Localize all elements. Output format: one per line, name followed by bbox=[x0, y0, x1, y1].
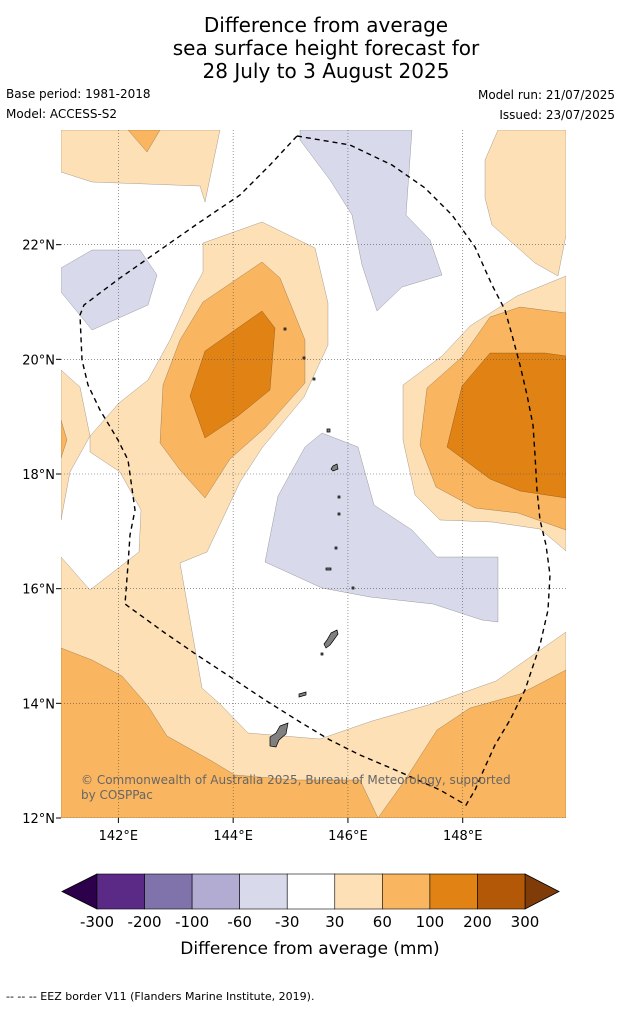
contour-30-60-west bbox=[61, 369, 91, 521]
island-small-7 bbox=[302, 356, 306, 360]
model-run: Model run: 21/07/2025 bbox=[477, 88, 615, 102]
contour-60-100-southeast bbox=[377, 669, 566, 818]
lat-tick-label: 20°N bbox=[22, 353, 55, 368]
contour-100-200-central bbox=[189, 310, 276, 439]
contour-60-100-southwest bbox=[61, 647, 379, 818]
contour-60-100-west-edge bbox=[61, 419, 68, 459]
title-line-2: sea surface height forecast for bbox=[172, 36, 480, 60]
colorbar-segment bbox=[239, 873, 288, 910]
axis-ticks: 142°E 144°E 146°E 148°E 12°N 14°N 16°N 18°N 20°N… bbox=[22, 239, 482, 844]
colorbar-tick-label: -300 bbox=[80, 913, 114, 931]
title-line-3: 28 July to 3 August 2025 bbox=[202, 59, 450, 83]
island-guam bbox=[269, 722, 289, 748]
lon-tick-label: 148°E bbox=[443, 829, 483, 844]
contour-neg30-60-northwest bbox=[61, 249, 158, 331]
island-small-9 bbox=[351, 586, 355, 590]
grid-lines bbox=[61, 130, 566, 818]
colorbar-tick-label: 60 bbox=[373, 913, 392, 931]
colorbar-segment bbox=[96, 873, 145, 910]
colorbar-tick-label: -200 bbox=[128, 913, 162, 931]
island-small-5 bbox=[337, 495, 341, 499]
colorbar-segment bbox=[144, 873, 193, 910]
eez-border bbox=[79, 135, 551, 806]
island-small-3 bbox=[334, 546, 338, 550]
colorbar-segment bbox=[334, 873, 383, 910]
island-small-1 bbox=[320, 652, 324, 656]
copyright-line-1: © Commonwealth of Australia 2025, Bureau… bbox=[81, 773, 511, 787]
lon-tick-label: 144°E bbox=[213, 829, 253, 844]
colorbar-label: Difference from average (mm) bbox=[180, 939, 439, 959]
colorbar-extend-high bbox=[524, 873, 560, 910]
colorbar-segment bbox=[286, 873, 336, 910]
colorbar-tick-label: 200 bbox=[463, 913, 492, 931]
colorbar: -300 -200 -100 -60 -30 30 60 100 200 300 bbox=[61, 873, 560, 931]
lat-tick-label: 14°N bbox=[22, 697, 55, 712]
lat-tick-label: 16°N bbox=[22, 583, 55, 598]
model-name: Model: ACCESS-S2 bbox=[6, 107, 118, 121]
islands bbox=[269, 327, 355, 748]
colorbar-tick-label: -100 bbox=[175, 913, 209, 931]
title-line-1: Difference from average bbox=[203, 13, 449, 37]
lat-tick-label: 18°N bbox=[22, 468, 55, 483]
contour-100-200-east bbox=[446, 352, 566, 499]
island-agrihan bbox=[326, 428, 331, 433]
colorbar-segment bbox=[191, 873, 240, 910]
colorbar-tick-label: -60 bbox=[227, 913, 252, 931]
lat-tick-label: 12°N bbox=[22, 812, 55, 827]
island-tinian-saipan bbox=[323, 629, 339, 649]
colorbar-extend-low bbox=[61, 873, 98, 910]
island-pagan bbox=[330, 463, 339, 472]
island-small-8 bbox=[283, 327, 287, 331]
contour-30-60-northeast bbox=[484, 130, 566, 277]
island-small-6 bbox=[312, 377, 316, 381]
eez-footnote: -- -- -- EEZ border V11 (Flanders Marine… bbox=[6, 990, 315, 1003]
contour-30-60-north bbox=[61, 130, 221, 203]
map-plot-area: © Commonwealth of Australia 2025, Bureau… bbox=[61, 130, 566, 818]
colorbar-tick-label: 100 bbox=[416, 913, 445, 931]
chart-title: Difference from average sea surface heig… bbox=[0, 14, 621, 83]
base-period: Base period: 1981-2018 bbox=[6, 87, 151, 101]
colorbar-segment bbox=[477, 873, 526, 910]
colorbar-segment bbox=[382, 873, 431, 910]
lat-tick-label: 22°N bbox=[22, 239, 55, 254]
issued-date: Issued: 23/07/2025 bbox=[499, 108, 615, 122]
island-small-4 bbox=[337, 512, 341, 516]
contour-neg30-60-central bbox=[264, 432, 499, 623]
island-rota bbox=[298, 691, 307, 698]
colorbar-tick-label: -30 bbox=[275, 913, 300, 931]
lon-tick-label: 146°E bbox=[328, 829, 368, 844]
colorbar-tick-label: 30 bbox=[325, 913, 344, 931]
map-figure: © Commonwealth of Australia 2025, Bureau… bbox=[22, 130, 566, 959]
colorbar-tick-label: 300 bbox=[511, 913, 540, 931]
colorbar-segment bbox=[429, 873, 478, 910]
contour-60-100-northwest bbox=[127, 130, 161, 153]
copyright-line-2: by COSPPac bbox=[81, 788, 153, 802]
lon-tick-label: 142°E bbox=[99, 829, 139, 844]
island-small-2 bbox=[325, 567, 332, 571]
